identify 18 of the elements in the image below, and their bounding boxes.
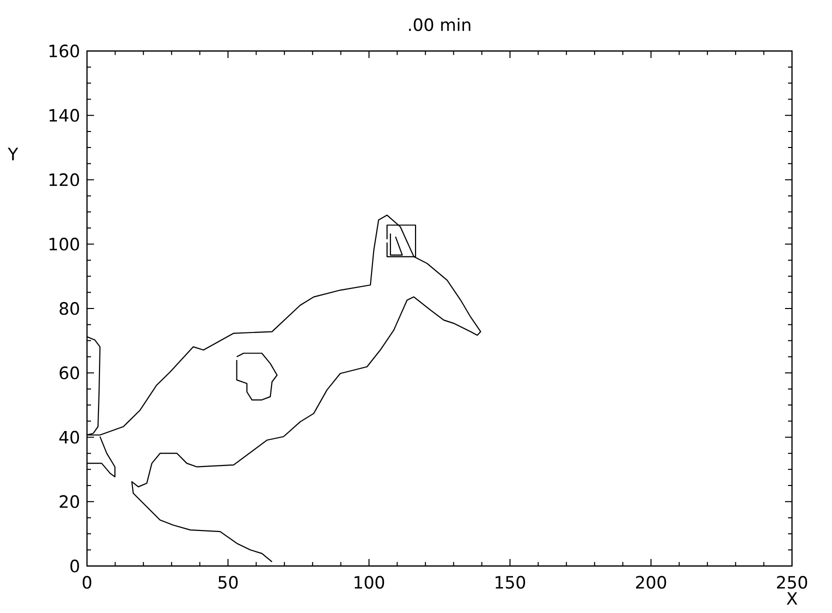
y-tick-label: 0 [70, 560, 80, 572]
chart-title: .00 min [409, 18, 470, 32]
x-tick-label: 250 [777, 576, 808, 589]
y-axis-title: Y [8, 148, 18, 160]
y-tick-label: 120 [50, 173, 80, 186]
x-tick-label: 0 [82, 576, 92, 589]
x-tick-label: 150 [496, 576, 526, 589]
x-axis-title: X [786, 592, 798, 605]
y-tick-label: 100 [50, 238, 80, 251]
x-tick-label: 50 [218, 576, 238, 589]
y-tick-label: 80 [60, 302, 80, 315]
y-tick-label: 60 [60, 366, 80, 380]
y-tick-label: 40 [59, 430, 80, 444]
y-tick-label: 20 [60, 495, 80, 508]
x-tick-label: 100 [354, 576, 384, 589]
y-tick-label: 140 [50, 108, 80, 122]
y-tick-label: 160 [50, 44, 80, 58]
x-tick-label: 200 [636, 576, 666, 589]
